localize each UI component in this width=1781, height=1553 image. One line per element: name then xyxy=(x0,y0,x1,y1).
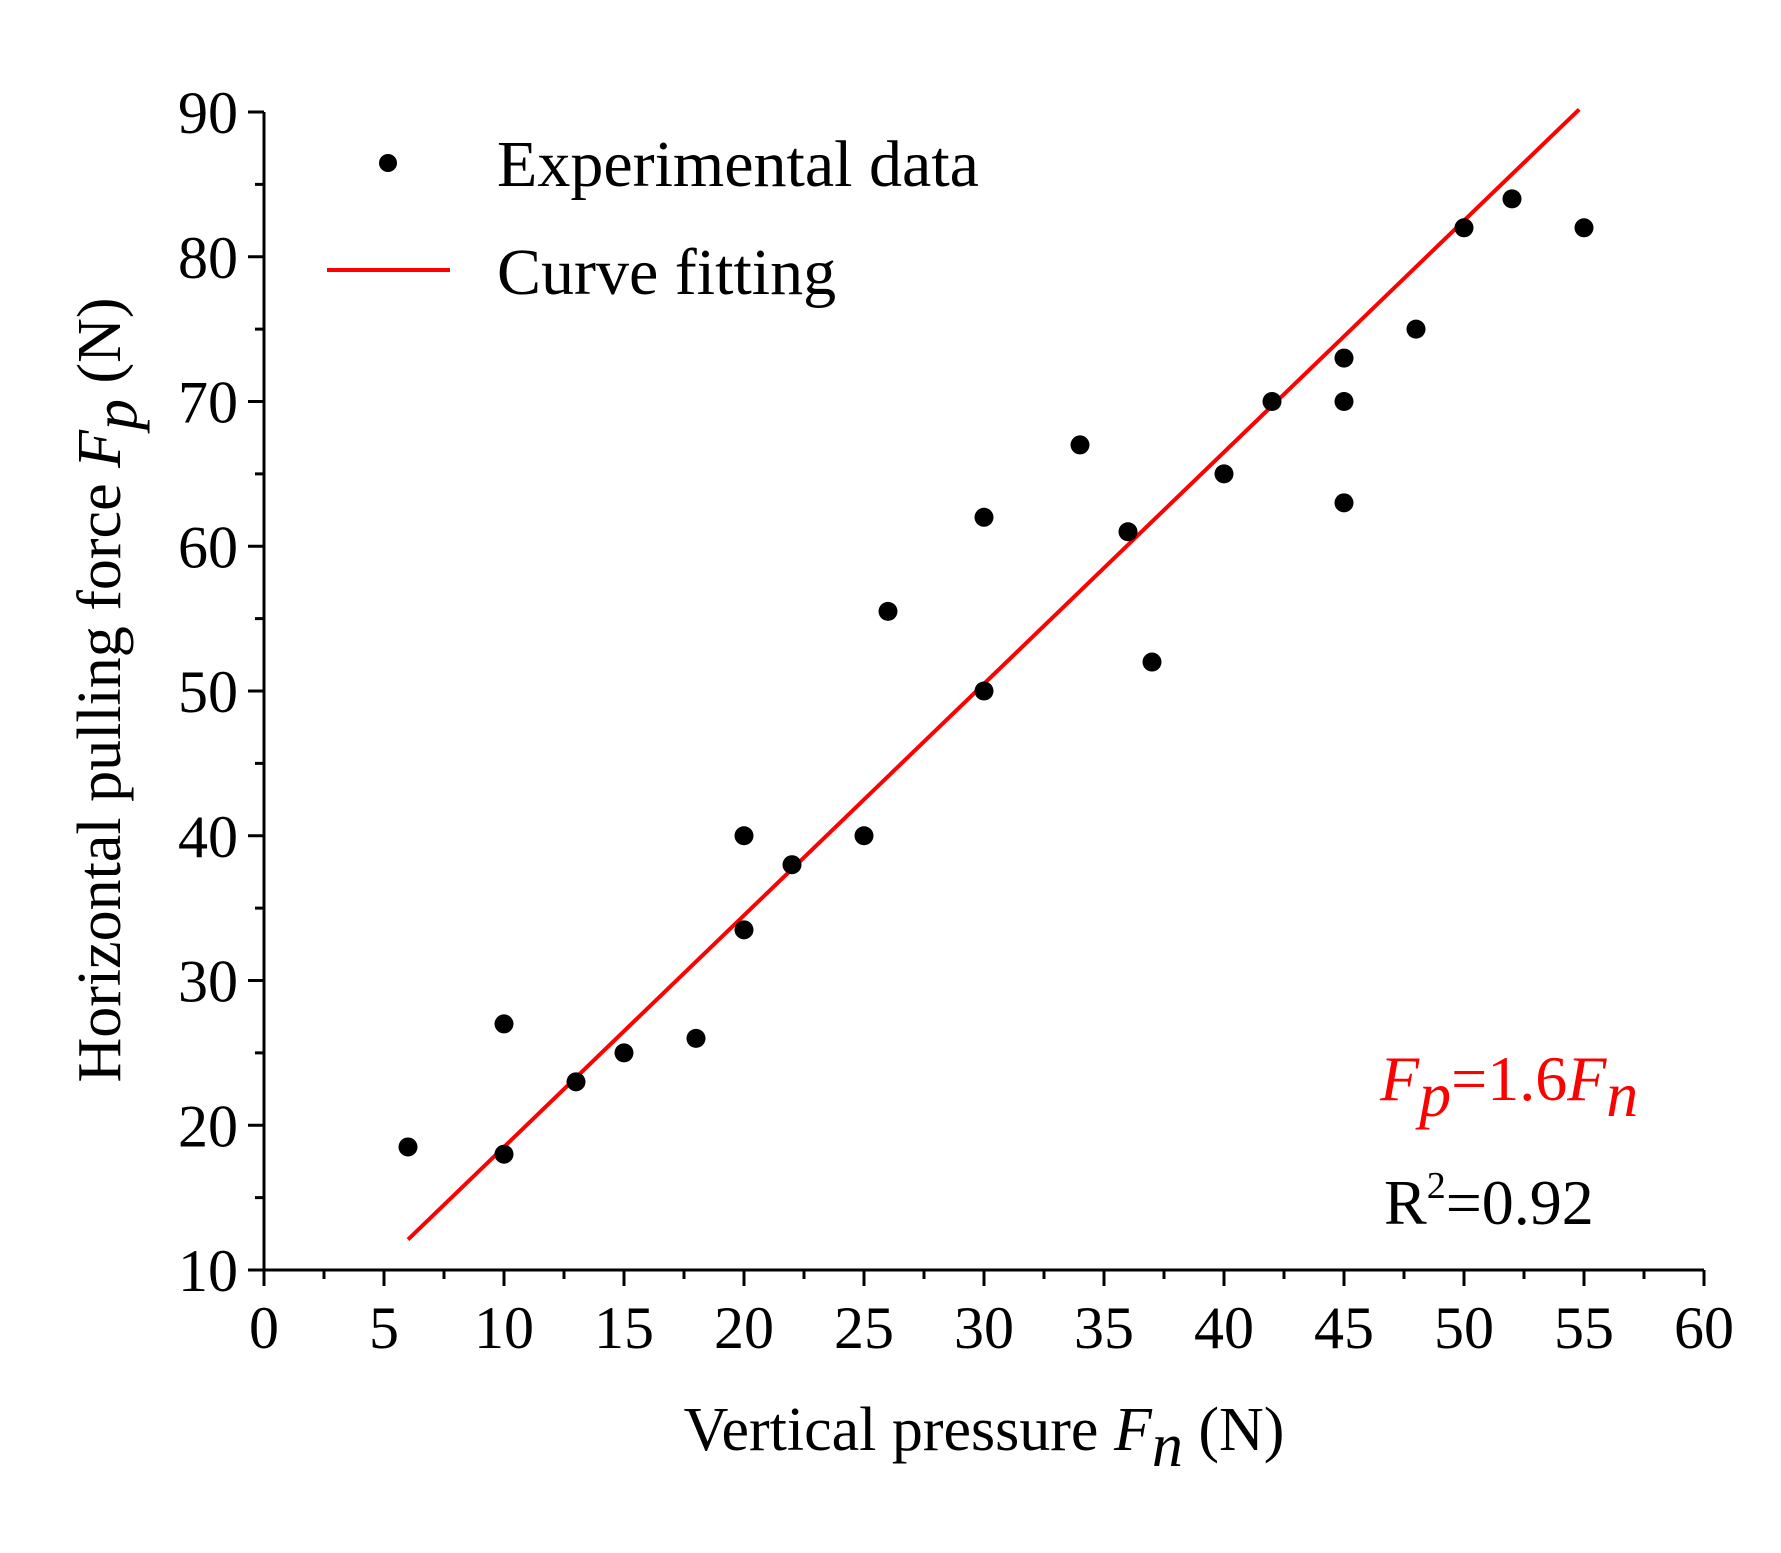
data-point xyxy=(614,1043,634,1063)
data-point xyxy=(1502,189,1522,209)
data-point xyxy=(974,681,994,701)
x-tick-label: 5 xyxy=(369,1295,399,1361)
data-point xyxy=(1070,435,1090,455)
y-tick-label: 70 xyxy=(178,370,238,436)
x-tick-label: 50 xyxy=(1434,1295,1494,1361)
legend: Experimental data Curve fitting xyxy=(327,128,979,309)
y-axis-title-subscript: p xyxy=(82,399,150,434)
data-point xyxy=(1214,464,1234,484)
y-axis-tick-labels: 10 20 30 40 50 60 70 80 90 xyxy=(178,80,238,1304)
data-point xyxy=(566,1072,586,1092)
x-tick-label: 30 xyxy=(954,1295,1014,1361)
data-point xyxy=(494,1014,514,1034)
data-point xyxy=(854,826,874,846)
x-axis-title-symbol: F xyxy=(1113,1396,1153,1464)
y-axis-title-text: Horizontal pulling force xyxy=(66,483,134,1082)
equation-mid: =1.6 xyxy=(1451,1043,1567,1114)
data-point xyxy=(494,1144,514,1164)
x-tick-label: 10 xyxy=(474,1295,534,1361)
data-point xyxy=(1262,392,1282,411)
data-point xyxy=(1334,493,1354,513)
data-point xyxy=(734,920,754,940)
data-point xyxy=(974,507,994,527)
y-tick-label: 10 xyxy=(178,1238,238,1304)
y-axis-title: Horizontal pulling force Fp (N) xyxy=(66,297,150,1082)
x-axis-tick-labels: 0 5 10 15 20 25 30 35 40 45 50 55 60 xyxy=(249,1295,1734,1361)
x-tick-label: 15 xyxy=(594,1295,654,1361)
x-axis-title-subscript: n xyxy=(1152,1412,1183,1480)
data-point xyxy=(782,855,802,875)
data-point xyxy=(686,1028,706,1048)
fit-line xyxy=(406,107,1581,1242)
y-axis-title-symbol: F xyxy=(66,429,134,469)
x-tick-label: 20 xyxy=(714,1295,774,1361)
r-squared-base: R xyxy=(1384,1167,1427,1238)
x-tick-label: 35 xyxy=(1074,1295,1134,1361)
y-axis-ticks xyxy=(248,110,264,1272)
data-point xyxy=(1118,522,1138,542)
x-axis-title-unit: (N) xyxy=(1198,1396,1284,1464)
data-point xyxy=(1406,319,1426,339)
equation-lhs: F xyxy=(1379,1043,1420,1114)
y-tick-label: 40 xyxy=(178,804,238,870)
y-axis-title-unit: (N) xyxy=(66,297,134,383)
r-squared-text: R2=0.92 xyxy=(1384,1165,1594,1238)
y-tick-label: 30 xyxy=(178,949,238,1015)
x-tick-label: 40 xyxy=(1194,1295,1254,1361)
y-tick-label: 20 xyxy=(178,1093,238,1159)
data-point xyxy=(1334,348,1354,368)
equation-lhs-sub: p xyxy=(1415,1059,1451,1130)
x-tick-label: 55 xyxy=(1554,1295,1614,1361)
data-point xyxy=(878,601,898,621)
equation-rhs-sub: n xyxy=(1606,1059,1638,1130)
data-point xyxy=(1142,652,1162,672)
r-squared-value: =0.92 xyxy=(1446,1167,1594,1238)
data-point xyxy=(734,826,754,846)
y-tick-label: 90 xyxy=(178,80,238,146)
y-tick-label: 60 xyxy=(178,514,238,580)
data-point xyxy=(1454,218,1474,238)
legend-marker-experimental xyxy=(379,154,397,172)
x-tick-label: 0 xyxy=(249,1295,279,1361)
legend-label-experimental: Experimental data xyxy=(497,128,979,201)
x-tick-label: 45 xyxy=(1314,1295,1374,1361)
data-point xyxy=(1334,392,1354,411)
x-axis-ticks xyxy=(262,1270,1706,1286)
x-axis-title: Vertical pressure Fn (N) xyxy=(684,1396,1285,1480)
equation-text: Fp=1.6Fn xyxy=(1379,1043,1638,1130)
data-points xyxy=(398,189,1594,1164)
fit-equation: Fp=1.6Fn R2=0.92 xyxy=(1379,1043,1638,1238)
x-tick-label: 25 xyxy=(834,1295,894,1361)
data-point xyxy=(1574,218,1594,238)
equation-rhs: F xyxy=(1566,1043,1607,1114)
r-squared-sup: 2 xyxy=(1427,1165,1446,1207)
x-tick-label: 60 xyxy=(1674,1295,1734,1361)
y-tick-label: 80 xyxy=(178,225,238,291)
x-axis-title-text: Vertical pressure xyxy=(684,1396,1099,1464)
legend-label-fit: Curve fitting xyxy=(497,236,836,309)
data-point xyxy=(398,1137,418,1157)
y-tick-label: 50 xyxy=(178,659,238,725)
